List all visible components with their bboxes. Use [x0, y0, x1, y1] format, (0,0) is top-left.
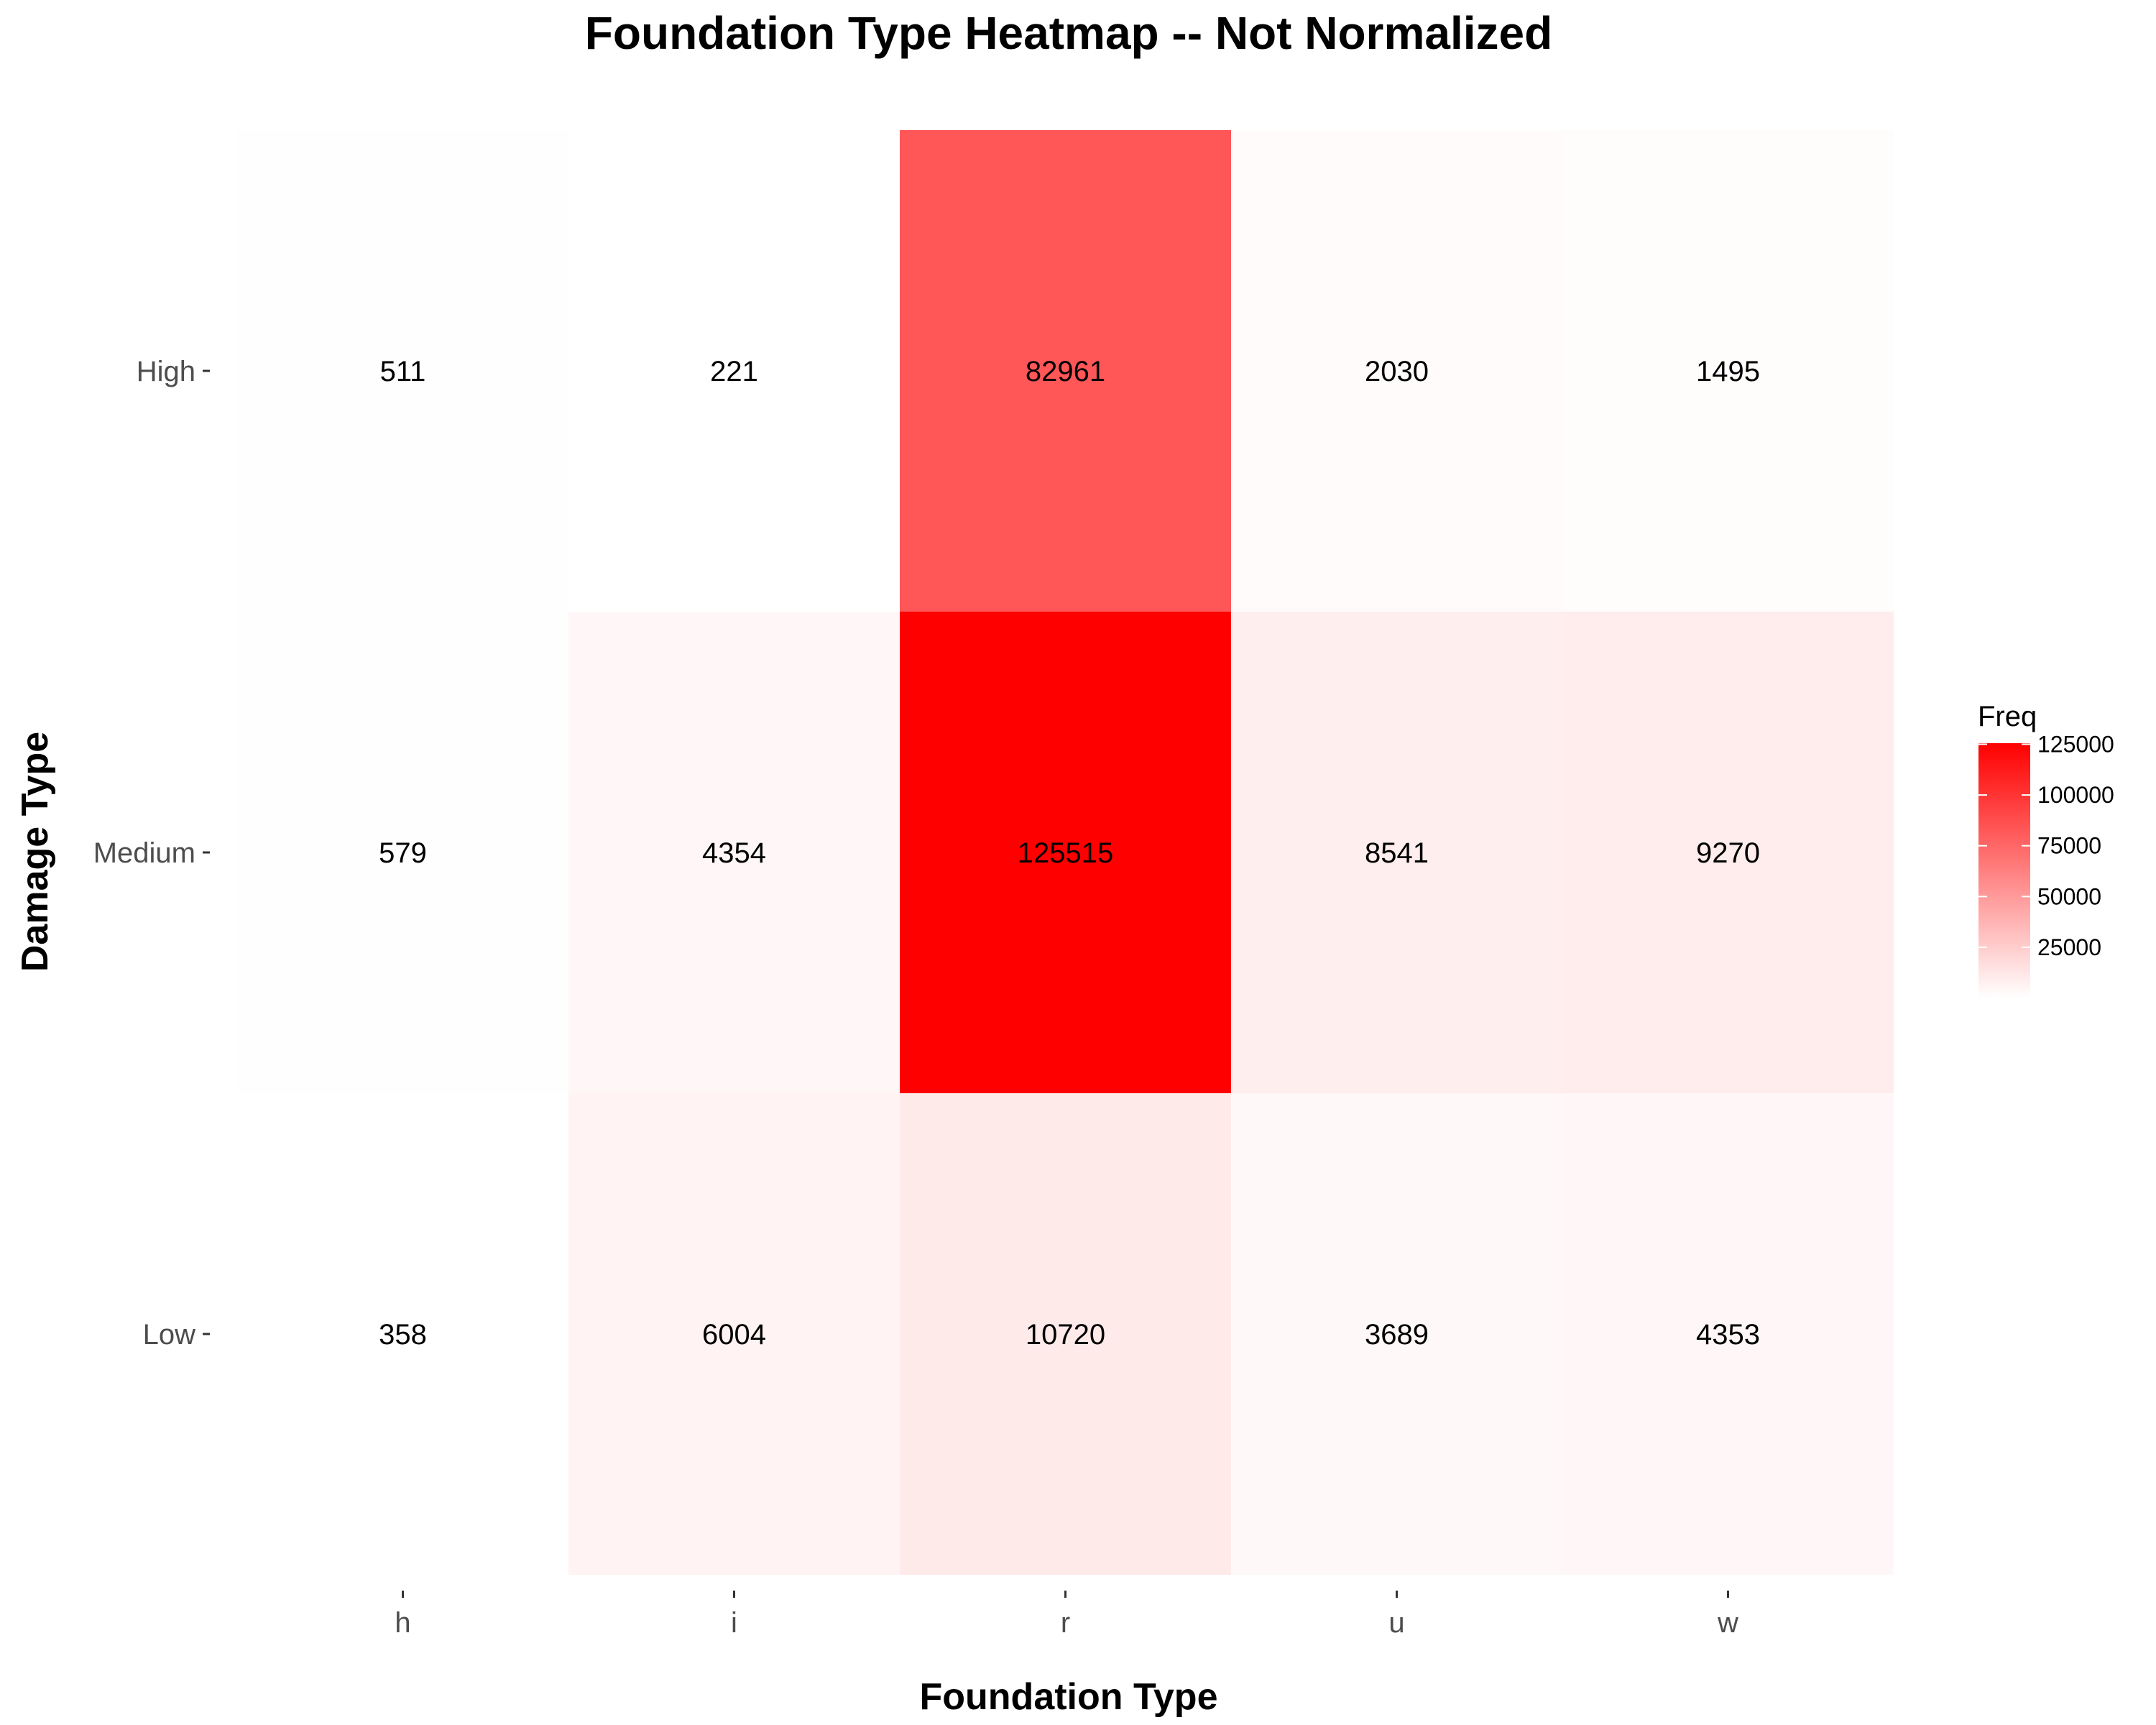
heatmap-cell-medium-r: [900, 612, 1231, 1093]
heatmap-cell-labels: 511 221 82961 2030 1495 579 4354 125515 8541 9270…: [379, 356, 1760, 1351]
cell-value-label: 6004: [702, 1319, 766, 1351]
x-axis-title: Foundation Type: [920, 1676, 1218, 1718]
y-tick-label: Medium: [93, 837, 195, 869]
cell-value-label: 3689: [1365, 1319, 1429, 1351]
x-tick-label: u: [1388, 1607, 1404, 1639]
y-axis-title: Damage Type: [14, 732, 56, 972]
heatmap-cell-high-w: [1562, 130, 1894, 612]
heatmap-cell-high-r: [900, 130, 1231, 612]
cell-value-label: 82961: [1026, 356, 1105, 387]
heatmap-cell-low-h: [237, 1093, 568, 1575]
heatmap-cell-high-h: [237, 130, 568, 612]
cell-value-label: 1495: [1696, 356, 1760, 387]
heatmap-cell-medium-u: [1231, 612, 1562, 1093]
heatmap-cell-low-r: [900, 1093, 1231, 1575]
legend-tick-label: 75000: [2037, 833, 2101, 859]
x-tick-label: w: [1717, 1607, 1738, 1639]
chart-title: Foundation Type Heatmap -- Not Normalize…: [585, 7, 1552, 59]
heatmap-cell-high-u: [1231, 130, 1562, 612]
heatmap-cell-medium-i: [568, 612, 900, 1093]
heatmap-cell-medium-h: [237, 612, 568, 1093]
y-tick-label: High: [137, 356, 195, 387]
heatmap-cell-high-i: [568, 130, 900, 612]
color-legend: Freq 25000 50000 75000 100000 125000: [1978, 701, 2114, 998]
cell-value-label: 4354: [702, 837, 766, 869]
cell-value-label: 9270: [1696, 837, 1760, 869]
x-tick-label: i: [731, 1607, 737, 1639]
cell-value-label: 10720: [1026, 1319, 1105, 1351]
y-tick-label: Low: [143, 1319, 195, 1351]
cell-value-label: 4353: [1696, 1319, 1760, 1351]
legend-colorbar: [1978, 743, 2030, 998]
x-tick-label: h: [395, 1607, 410, 1639]
cell-value-label: 221: [710, 356, 758, 387]
cell-value-label: 125515: [1018, 837, 1113, 869]
cell-value-label: 358: [379, 1319, 427, 1351]
legend-tick-label: 25000: [2037, 934, 2101, 960]
cell-value-label: 511: [380, 356, 426, 387]
cell-value-label: 579: [379, 837, 427, 869]
cell-value-label: 8541: [1365, 837, 1429, 869]
legend-tick-label: 50000: [2037, 883, 2101, 909]
legend-tick-label: 100000: [2037, 782, 2114, 808]
legend-title: Freq: [1978, 701, 2037, 732]
heatmap-cell-low-i: [568, 1093, 900, 1575]
heatmap-cell-medium-w: [1562, 612, 1894, 1093]
heatmap-cell-low-w: [1562, 1093, 1894, 1575]
heatmap-cells: [237, 130, 1894, 1575]
cell-value-label: 2030: [1365, 356, 1429, 387]
x-tick-label: r: [1061, 1607, 1070, 1639]
heatmap-cell-low-u: [1231, 1093, 1562, 1575]
y-axis-ticks: High Medium Low: [93, 356, 210, 1351]
legend-tick-label: 125000: [2037, 731, 2114, 757]
